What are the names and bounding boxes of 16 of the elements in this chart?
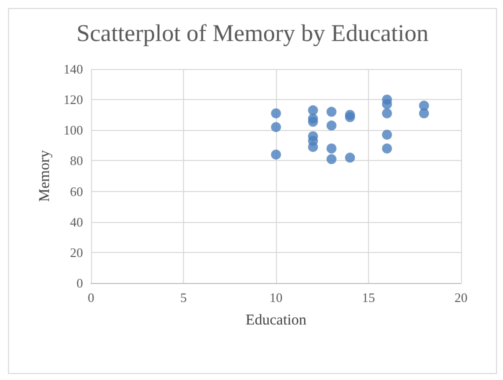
y-tick-label: 100 [64,122,83,138]
y-tick-label: 0 [76,276,83,290]
x-tick-label: 10 [270,290,282,305]
y-tick-label: 40 [70,214,83,230]
x-tick-label: 5 [180,290,187,305]
x-tick-label: 15 [362,290,375,305]
y-tick-label: 60 [70,184,83,199]
chart-title: Scatterplot of Memory by Education [76,21,428,47]
y-axis-title: Memory [37,150,54,202]
y-tick-label: 20 [70,244,83,260]
x-tick-label: 0 [88,290,94,305]
y-tick-label: 120 [64,92,83,108]
x-tick-label: 20 [454,290,468,305]
x-axis-title: Education [246,312,307,328]
y-tick-label: 140 [64,62,83,76]
y-tick-label: 80 [70,153,83,168]
